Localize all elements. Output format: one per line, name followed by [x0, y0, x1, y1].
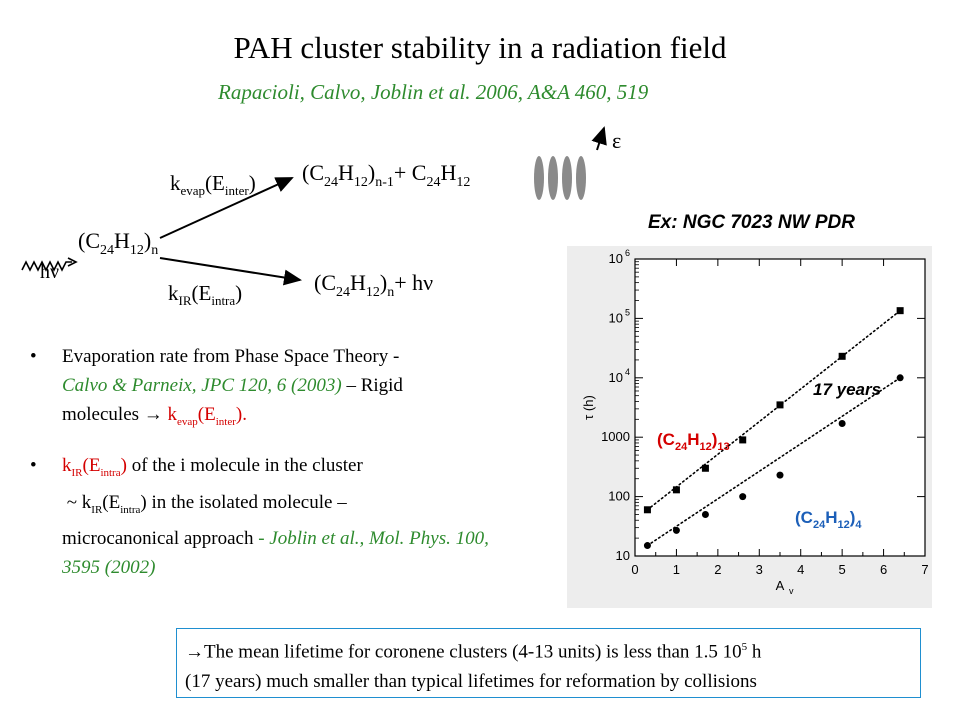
cluster-formula: (C24H12)n — [78, 228, 158, 258]
y-tick-label: 1000 — [601, 429, 630, 444]
series-fit-line — [646, 377, 901, 547]
data-point-square — [643, 506, 651, 514]
reference: Rapacioli, Calvo, Joblin et al. 2006, A&… — [218, 80, 649, 104]
bullet-list: • Evaporation rate from Phase Space Theo… — [30, 342, 530, 596]
data-point-square — [776, 401, 784, 409]
y-tick-exponent: 6 — [625, 248, 630, 258]
y-tick-exponent: 4 — [625, 367, 630, 377]
series-label-4: (C24H12)4 — [795, 508, 862, 531]
joblin-reference: - Joblin et al., Mol. Phys. 100, 3595 (2… — [62, 528, 489, 579]
y-tick-label: 100 — [608, 489, 630, 504]
k-evap-label: kevap(Einter) — [170, 171, 256, 198]
y-tick-label: 10 — [609, 370, 623, 385]
data-point-circle — [838, 420, 846, 428]
data-point-circle — [776, 471, 784, 479]
x-tick-label: 7 — [921, 562, 928, 577]
arrow-icon: → — [185, 641, 204, 663]
evap-products: (C24H12)n-1+ C24H12 — [302, 160, 470, 190]
annotation-17-years: 17 years — [813, 380, 881, 399]
x-tick-label: 0 — [631, 562, 638, 577]
y-tick-label: 10 — [616, 548, 630, 563]
series-fit-line — [646, 309, 901, 511]
data-point-square — [701, 464, 709, 472]
epsilon-label: ε — [612, 128, 621, 153]
x-axis-label: A — [776, 578, 785, 593]
y-tick-label: 10 — [609, 310, 623, 325]
y-tick-exponent: 5 — [625, 307, 630, 317]
reaction-scheme: hν (C24H12)n kevap(Einter) (C24H12)n-1+ … — [21, 126, 621, 308]
data-point-square — [672, 486, 680, 494]
ir-arrow — [159, 257, 302, 286]
energy-arrow-icon — [591, 126, 607, 151]
x-tick-label: 5 — [839, 562, 846, 577]
data-point-circle — [672, 526, 680, 534]
series-label-13: (C24H12)13 — [657, 430, 730, 453]
data-point-square — [896, 307, 904, 315]
x-tick-label: 2 — [714, 562, 721, 577]
molecule-stack-icon — [534, 156, 586, 200]
chart-title: Ex: NGC 7023 NW PDR — [648, 212, 855, 233]
bullet-evaporation: • Evaporation rate from Phase Space Theo… — [30, 346, 403, 428]
data-point-circle — [701, 510, 709, 518]
evap-arrow — [159, 177, 294, 239]
data-point-circle — [739, 493, 747, 501]
y-axis-label: τ (h) — [581, 395, 596, 420]
data-point-circle — [896, 374, 904, 382]
x-tick-label: 1 — [673, 562, 680, 577]
x-tick-label: 6 — [880, 562, 887, 577]
data-point-circle — [643, 542, 651, 550]
data-point-square — [739, 436, 747, 444]
k-ir-label: kIR(Eintra) — [168, 281, 242, 308]
x-tick-label: 3 — [756, 562, 763, 577]
x-axis-label-sub: v — [789, 586, 794, 596]
photon-wave-icon — [21, 260, 72, 272]
y-tick-label: 10 — [609, 251, 623, 266]
calvo-reference: Calvo & Parneix, JPC 120, 6 (2003) — [62, 375, 342, 396]
slide-title: PAH cluster stability in a radiation fie… — [233, 30, 727, 65]
conclusion-box: →The mean lifetime for coronene clusters… — [176, 628, 921, 698]
data-point-square — [838, 352, 846, 360]
x-tick-label: 4 — [797, 562, 804, 577]
bullet-ir-rate: • kIR(Eintra) of the i molecule in the c… — [30, 454, 489, 579]
ir-products: (C24H12)n+ hν — [314, 270, 433, 300]
photon-label: hν — [40, 261, 59, 283]
